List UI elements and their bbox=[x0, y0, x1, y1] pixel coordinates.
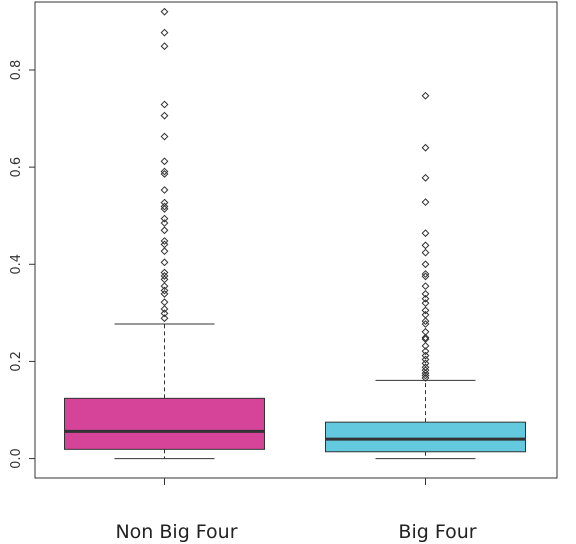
outlier-point bbox=[160, 214, 169, 223]
outlier-point bbox=[160, 202, 169, 211]
outlier-point bbox=[421, 272, 430, 281]
outlier-point bbox=[421, 241, 430, 250]
outlier-point bbox=[160, 314, 169, 323]
outlier-point bbox=[421, 290, 430, 298]
outlier-point bbox=[421, 333, 430, 342]
outlier-point bbox=[160, 157, 169, 166]
iqr-box bbox=[325, 421, 526, 453]
outlier-point bbox=[160, 205, 169, 213]
outlier-point bbox=[421, 299, 430, 308]
outlier-point bbox=[160, 170, 169, 178]
outlier-point bbox=[160, 237, 169, 245]
x-axis: Non Big Four Big Four bbox=[115, 478, 477, 543]
outlier-point bbox=[421, 198, 430, 207]
plot-frame bbox=[34, 1, 558, 479]
outlier-point bbox=[421, 306, 430, 315]
outlier-point bbox=[421, 270, 430, 278]
outlier-point bbox=[421, 366, 430, 375]
outlier-point bbox=[160, 286, 169, 295]
outlier-point bbox=[160, 309, 169, 318]
outlier-point bbox=[421, 351, 430, 360]
y-tick-label: 0.8 bbox=[9, 60, 24, 81]
boxes bbox=[64, 7, 526, 460]
outlier-point bbox=[421, 294, 430, 303]
x-category-label: Big Four bbox=[398, 521, 476, 543]
outlier-point bbox=[421, 282, 430, 291]
y-axis: 0.0 0.2 0.4 0.6 0.8 bbox=[9, 60, 35, 469]
outlier-point bbox=[421, 371, 430, 380]
outlier-point bbox=[160, 167, 169, 176]
outlier-point bbox=[160, 247, 169, 256]
outlier-point bbox=[160, 258, 169, 267]
outlier-point bbox=[421, 260, 430, 269]
outlier-point bbox=[160, 111, 169, 120]
outlier-point bbox=[421, 173, 430, 182]
x-category-label: Non Big Four bbox=[115, 521, 237, 543]
outlier-point bbox=[160, 272, 169, 280]
outlier-point bbox=[421, 143, 430, 152]
outlier-point bbox=[421, 317, 430, 326]
y-tick-label: 0.4 bbox=[9, 254, 24, 275]
outlier-point bbox=[160, 186, 169, 194]
outlier-point bbox=[160, 28, 169, 37]
outlier-point bbox=[160, 42, 169, 51]
outlier-point bbox=[160, 282, 169, 291]
outlier-point bbox=[160, 100, 169, 109]
outlier-point bbox=[421, 320, 430, 328]
y-tick-label: 0.0 bbox=[9, 448, 24, 469]
box-group bbox=[325, 91, 526, 460]
outlier-point bbox=[160, 290, 169, 298]
outlier-point bbox=[160, 226, 169, 235]
iqr-box bbox=[64, 397, 265, 450]
outlier-point bbox=[421, 341, 430, 350]
outlier-point bbox=[421, 347, 430, 356]
y-tick-label: 0.6 bbox=[9, 157, 24, 178]
outlier-point bbox=[421, 229, 430, 238]
outlier-point bbox=[421, 355, 430, 364]
outlier-point bbox=[421, 248, 430, 257]
outlier-point bbox=[421, 310, 430, 319]
outlier-point bbox=[160, 219, 169, 227]
outlier-point bbox=[160, 298, 169, 307]
outlier-point bbox=[160, 305, 169, 313]
outlier-point bbox=[421, 91, 430, 100]
outlier-point bbox=[160, 132, 169, 141]
outlier-point bbox=[421, 369, 430, 377]
outlier-point bbox=[160, 7, 169, 16]
box-group bbox=[64, 7, 265, 460]
outlier-point bbox=[421, 374, 430, 382]
y-tick-label: 0.2 bbox=[9, 351, 24, 372]
